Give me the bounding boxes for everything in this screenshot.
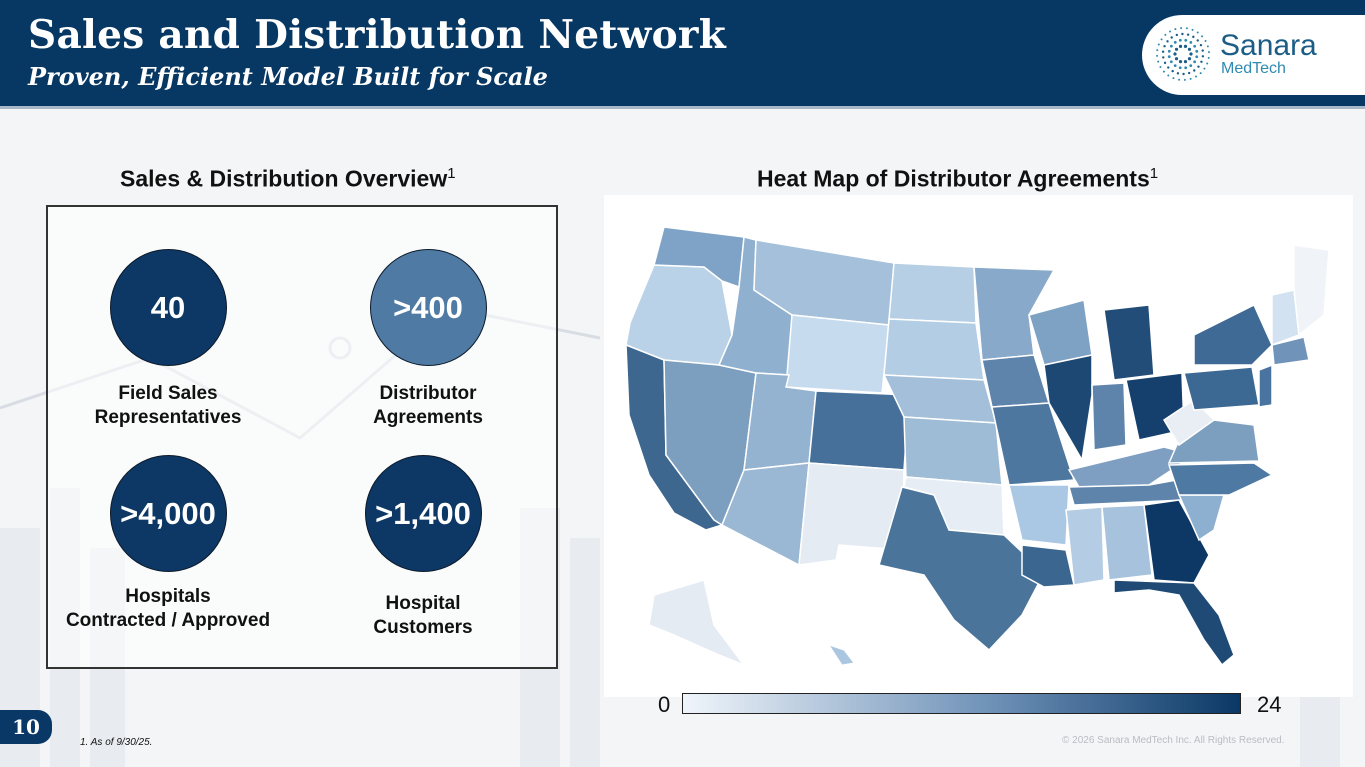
page-title: Sales and Distribution Network [28, 12, 727, 58]
footnote: 1. As of 9/30/25. [80, 737, 153, 748]
legend-min-label: 0 [658, 692, 671, 717]
overview-heading: Sales & Distribution Overview1 [120, 165, 456, 193]
overview-footnote-ref: 1 [447, 165, 456, 182]
stat-circle: >400 [369, 249, 487, 366]
stat-circle: >1,400 [364, 455, 482, 572]
stat-label-line: Customers [373, 617, 473, 638]
stat-label-line: Agreements [373, 407, 483, 428]
stat-label: Distributor Agreements [308, 382, 548, 430]
page-number: 10 [0, 710, 52, 744]
logo-subname: MedTech [1221, 60, 1286, 77]
logo-name: Sanara [1220, 29, 1317, 62]
stat-label: Hospitals Contracted / Approved [48, 585, 288, 633]
header-bar: Sales and Distribution Network Proven, E… [0, 0, 1365, 106]
company-logo: Sanara MedTech [1142, 15, 1365, 95]
overview-panel: 40 Field Sales Representatives >400 Dist… [46, 205, 558, 669]
copyright-notice: © 2026 Sanara MedTech Inc. All Rights Re… [1062, 735, 1285, 746]
us-map-graphic [625, 226, 1330, 667]
overview-heading-text: Sales & Distribution Overview [120, 165, 448, 192]
logo-burst-icon [1156, 27, 1210, 81]
legend-color-scale [682, 693, 1241, 714]
stat-field-sales: 40 Field Sales Representatives [48, 249, 288, 430]
heatmap-heading-text: Heat Map of Distributor Agreements [757, 165, 1150, 192]
stat-hospitals-contracted: >4,000 Hospitals Contracted / Approved [48, 455, 288, 633]
stat-label-line: Representatives [94, 407, 242, 428]
page-subtitle: Proven, Efficient Model Built for Scale [28, 62, 548, 91]
stat-label-line: Hospital [385, 593, 461, 614]
stat-hospital-customers: >1,400 Hospital Customers [303, 455, 543, 640]
us-heat-map [604, 195, 1353, 697]
stat-circle: >4,000 [109, 455, 227, 572]
stat-label: Hospital Customers [303, 592, 543, 640]
heatmap-footnote-ref: 1 [1149, 165, 1159, 182]
stat-label-line: Hospitals [125, 586, 211, 607]
stat-label-line: Distributor [379, 383, 477, 404]
stat-label: Field Sales Representatives [48, 382, 288, 430]
heatmap-heading: Heat Map of Distributor Agreements1 [757, 165, 1158, 193]
stat-label-line: Contracted / Approved [65, 610, 271, 631]
legend-max-label: 24 [1257, 692, 1282, 717]
stat-label-line: Field Sales [118, 383, 218, 404]
header-divider [0, 106, 1365, 109]
stat-distributor-agreements: >400 Distributor Agreements [308, 249, 548, 430]
stat-circle: 40 [109, 249, 227, 366]
